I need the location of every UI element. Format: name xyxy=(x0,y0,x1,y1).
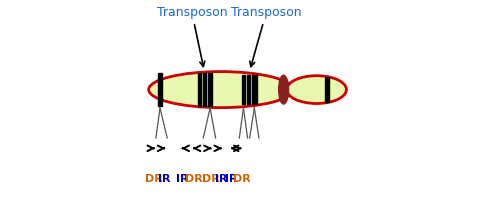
Text: Transposon: Transposon xyxy=(231,6,301,67)
Ellipse shape xyxy=(279,75,289,104)
Ellipse shape xyxy=(287,76,347,104)
Bar xyxy=(242,75,245,104)
Text: IR: IR xyxy=(159,174,171,184)
Text: IR: IR xyxy=(176,174,189,184)
Text: IR: IR xyxy=(215,174,227,184)
Text: DR: DR xyxy=(185,174,202,184)
Text: Transposon: Transposon xyxy=(157,6,227,67)
Bar xyxy=(247,75,250,104)
Bar xyxy=(198,73,201,106)
Bar xyxy=(208,73,212,106)
Bar xyxy=(158,73,163,106)
Ellipse shape xyxy=(149,72,293,108)
Bar xyxy=(203,73,206,106)
Text: DR: DR xyxy=(145,174,163,184)
Bar xyxy=(252,75,257,104)
Text: DR: DR xyxy=(233,174,251,184)
Text: DR: DR xyxy=(202,174,220,184)
Bar xyxy=(325,77,329,102)
Text: IR: IR xyxy=(225,174,238,184)
